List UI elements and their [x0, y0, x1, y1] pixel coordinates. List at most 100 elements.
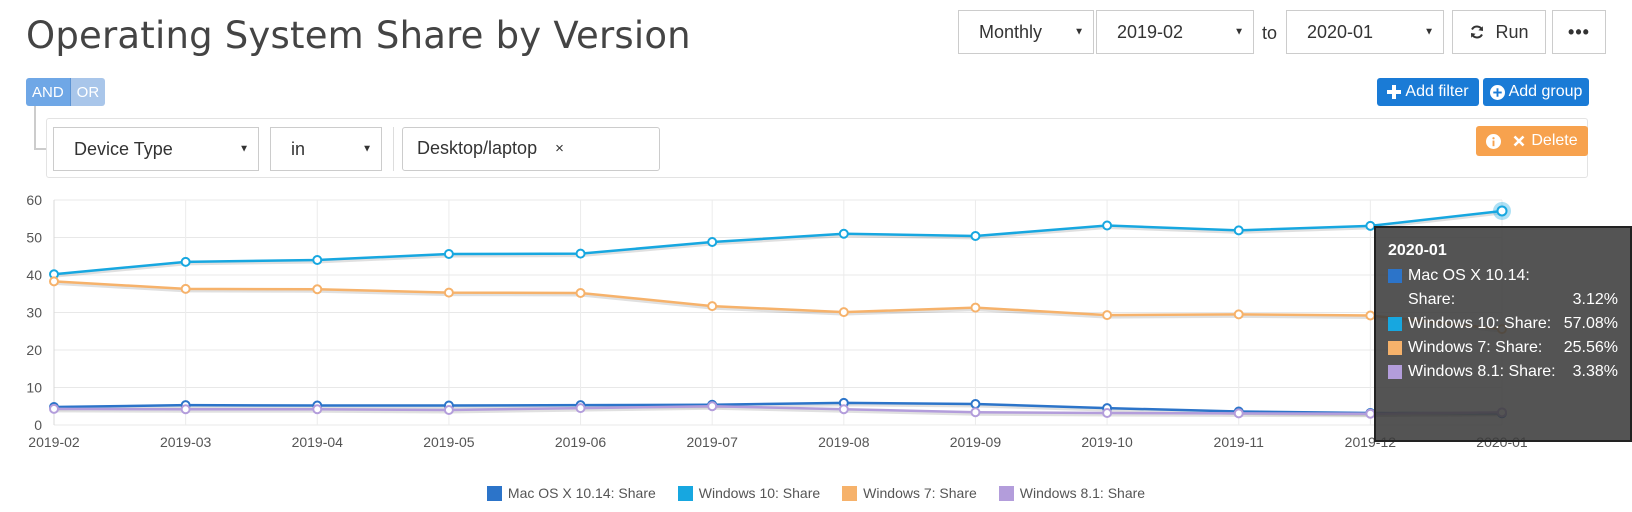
x-tick-label: 2019-04 — [292, 434, 344, 450]
series-shadow — [53, 211, 1503, 278]
legend-label: Windows 7: Share — [863, 485, 977, 501]
data-point — [180, 256, 191, 267]
legend-label: Windows 8.1: Share — [1019, 485, 1146, 501]
highlight-point-core — [1496, 205, 1508, 217]
data-point — [1233, 225, 1244, 236]
x-tick-label: 2019-10 — [1081, 434, 1133, 450]
y-tick-label: 60 — [26, 195, 42, 208]
data-point — [1365, 220, 1376, 231]
data-point — [575, 288, 586, 298]
add-filter-button[interactable]: Add filter — [1377, 78, 1479, 106]
more-options-button[interactable]: ••• — [1552, 10, 1606, 54]
run-button[interactable]: Run — [1452, 10, 1546, 54]
data-point — [312, 284, 323, 295]
and-or-toggle[interactable]: AND OR — [26, 78, 106, 106]
tooltip-swatch — [1388, 269, 1402, 283]
filter-operator-select[interactable]: in ▼ — [270, 127, 382, 171]
x-tick-label: 2019-03 — [160, 434, 212, 450]
period-select-value: Monthly — [979, 21, 1043, 42]
data-point — [707, 301, 718, 312]
data-point — [443, 249, 454, 259]
legend-item[interactable]: Windows 7: Share — [842, 485, 977, 501]
tooltip-row-label: Windows 7: Share: — [1388, 336, 1542, 360]
data-point — [1233, 309, 1244, 320]
and-button[interactable]: AND — [26, 78, 71, 106]
data-point — [707, 401, 718, 412]
legend-item[interactable]: Windows 10: Share — [677, 485, 821, 501]
to-date-select[interactable]: 2020-01 ▼ — [1286, 10, 1444, 54]
delete-button-content: Delete — [1513, 132, 1578, 150]
x-tick-label: 2019-11 — [1214, 434, 1265, 450]
legend-swatch — [486, 485, 502, 501]
page-title: Operating System Share by Version — [26, 14, 691, 57]
tooltip-swatch — [1388, 365, 1402, 379]
legend-swatch — [842, 485, 858, 501]
series-line — [53, 209, 1503, 276]
filter-value-input[interactable]: Desktop/laptop × — [402, 127, 660, 171]
legend-label: Mac OS X 10.14: Share — [507, 485, 656, 501]
tooltip-title: 2020-01 — [1388, 242, 1447, 259]
data-point — [970, 231, 981, 241]
data-point — [180, 404, 191, 415]
data-point — [970, 407, 981, 418]
tooltip-row: Mac OS X 10.14: Share: 3.12% — [1388, 264, 1618, 312]
y-tick-label: 30 — [26, 305, 42, 321]
data-point — [575, 248, 586, 259]
series-line — [53, 280, 1503, 331]
y-tick-label: 10 — [26, 380, 42, 396]
tooltip-row-value: 57.08% — [1563, 315, 1618, 332]
from-date-select[interactable]: 2019-02 ▼ — [1096, 10, 1254, 54]
tooltip-row-label: Windows 8.1: Share: — [1388, 360, 1556, 384]
data-point — [970, 399, 981, 409]
data-point — [49, 403, 59, 414]
chart-tooltip: 2020-01 Mac OS X 10.14: Share: 3.12% Windo… — [1374, 226, 1632, 442]
legend-item[interactable]: Mac OS X 10.14: Share — [486, 485, 656, 501]
add-filter-label: Add filter — [1405, 83, 1469, 100]
tag-remove-icon[interactable]: × — [555, 140, 564, 157]
legend-swatch — [998, 485, 1014, 501]
filter-value-tag-label: Desktop/laptop — [417, 138, 538, 158]
data-point — [180, 283, 191, 294]
x-tick-label: 2019-02 — [28, 434, 80, 450]
add-group-button[interactable]: Add group — [1483, 78, 1589, 106]
filter-field-select[interactable]: Device Type ▼ — [53, 127, 259, 171]
caret-down-icon: ▼ — [1234, 26, 1244, 38]
run-button-label: Run — [1495, 21, 1529, 42]
data-point — [838, 228, 849, 239]
data-point — [838, 404, 849, 415]
x-tick-label: 2019-07 — [686, 434, 738, 450]
tooltip-row: Windows 8.1: Share: 3.38% — [1388, 360, 1618, 384]
x-tick-label: 2019-06 — [555, 434, 607, 450]
tooltip-swatch — [1388, 341, 1402, 355]
or-button[interactable]: OR — [70, 78, 106, 106]
add-group-label: Add group — [1508, 83, 1583, 100]
tooltip-row: Windows 7: Share: 25.56% — [1388, 336, 1618, 360]
data-point — [1233, 408, 1244, 419]
data-point — [1102, 408, 1113, 418]
data-point — [838, 307, 849, 318]
tooltip-row-value: 3.12% — [1572, 291, 1618, 308]
data-point — [312, 255, 323, 265]
caret-down-icon: ▼ — [362, 143, 372, 155]
y-tick-label: 20 — [26, 342, 42, 358]
delete-button-label: Delete — [1531, 132, 1578, 149]
legend-item[interactable]: Windows 8.1: Share — [998, 485, 1146, 501]
period-select[interactable]: Monthly ▼ — [958, 10, 1094, 54]
divider — [393, 127, 394, 171]
legend-label: Windows 10: Share — [698, 485, 821, 501]
y-tick-label: 0 — [34, 417, 42, 433]
data-point — [312, 404, 323, 415]
x-tick-label: 2019-05 — [423, 434, 475, 450]
caret-down-icon: ▼ — [1424, 26, 1434, 38]
filter-value-tag: Desktop/laptop × — [417, 138, 564, 159]
series-line — [53, 401, 1503, 415]
delete-filter-button[interactable]: Delete — [1476, 126, 1588, 156]
caret-down-icon: ▼ — [1074, 26, 1084, 38]
data-point — [443, 405, 454, 415]
to-label: to — [1262, 23, 1278, 43]
os-share-line-chart: 0 10 20 30 40 50 60 2019-02 2019-03 2019-04 2019-0… — [26, 195, 1527, 450]
legend-swatch — [677, 485, 693, 501]
data-point — [1102, 310, 1113, 321]
data-point — [575, 403, 586, 414]
refresh-icon — [1471, 25, 1484, 39]
